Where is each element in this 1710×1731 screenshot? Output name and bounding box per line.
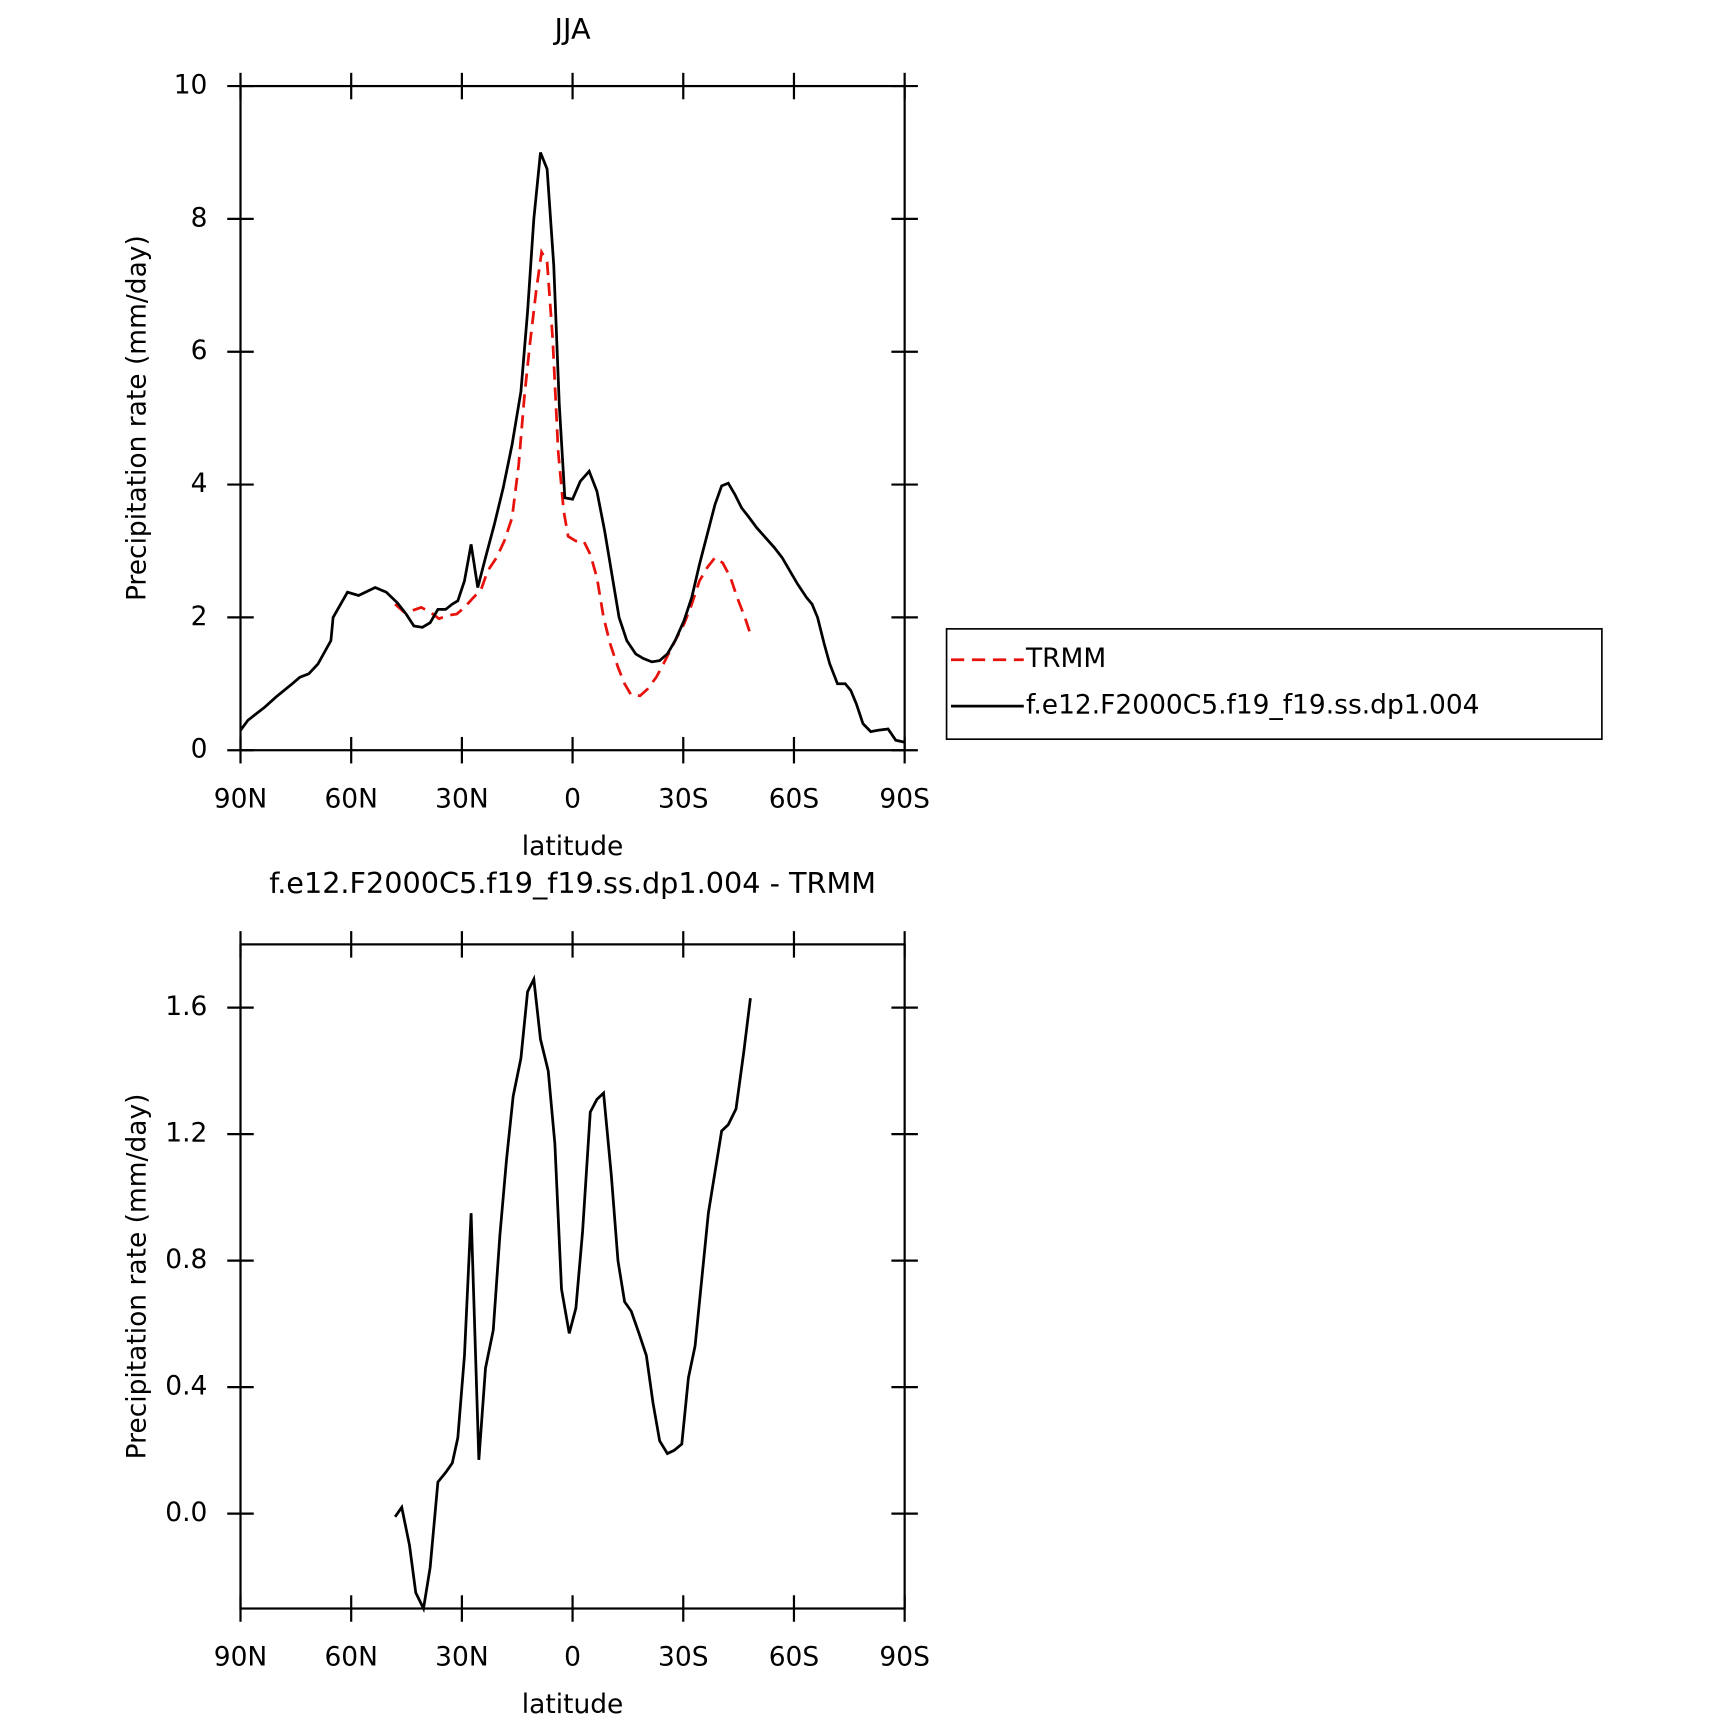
y-axis-label: Precipitation rate (mm/day): [121, 235, 152, 601]
x-tick-label: 30N: [435, 1642, 488, 1673]
plot-frame: [239, 943, 906, 1610]
x-tick-label: 60S: [769, 783, 819, 814]
data-line: [239, 151, 905, 744]
y-tick-label: 0.8: [165, 1244, 207, 1275]
x-tick-label: 60N: [324, 1642, 377, 1673]
y-tick-label: 0.4: [165, 1371, 207, 1402]
y-tick-label: 8: [191, 202, 208, 233]
chart-title: f.e12.F2000C5.f19_f19.ss.dp1.004 - TRMM: [269, 866, 876, 900]
data-line: [394, 247, 752, 698]
x-tick-label: 0: [564, 1642, 581, 1673]
y-tick-label: 10: [174, 70, 208, 101]
x-axis-label: latitude: [522, 831, 624, 862]
x-tick-label: 0: [564, 783, 581, 814]
x-tick-label: 30N: [435, 783, 488, 814]
data-line: [393, 974, 752, 1614]
y-axis-label: Precipitation rate (mm/day): [121, 1094, 152, 1460]
plot-frame: [239, 84, 906, 752]
x-tick-label: 90S: [879, 1642, 929, 1673]
x-tick-label: 30S: [658, 783, 708, 814]
y-tick-label: 6: [191, 335, 208, 366]
x-tick-label: 60N: [324, 783, 377, 814]
x-tick-label: 90S: [879, 783, 929, 814]
x-tick-label: 60S: [769, 1642, 819, 1673]
y-tick-label: 0.0: [165, 1497, 207, 1528]
chart-title: JJA: [553, 12, 591, 46]
legend-box: [945, 628, 1603, 741]
x-tick-label: 90N: [214, 783, 267, 814]
y-tick-label: 2: [191, 601, 208, 632]
x-tick-label: 30S: [658, 1642, 708, 1673]
y-tick-label: 1.6: [165, 991, 207, 1022]
y-tick-label: 4: [191, 468, 208, 499]
x-axis-label: latitude: [522, 1689, 624, 1720]
legend-label: TRMM: [1025, 643, 1106, 674]
y-tick-label: 0: [191, 734, 208, 765]
legend-label: f.e12.F2000C5.f19_f19.ss.dp1.004: [1026, 690, 1480, 721]
x-tick-label: 90N: [214, 1642, 267, 1673]
y-tick-label: 1.2: [165, 1118, 207, 1149]
